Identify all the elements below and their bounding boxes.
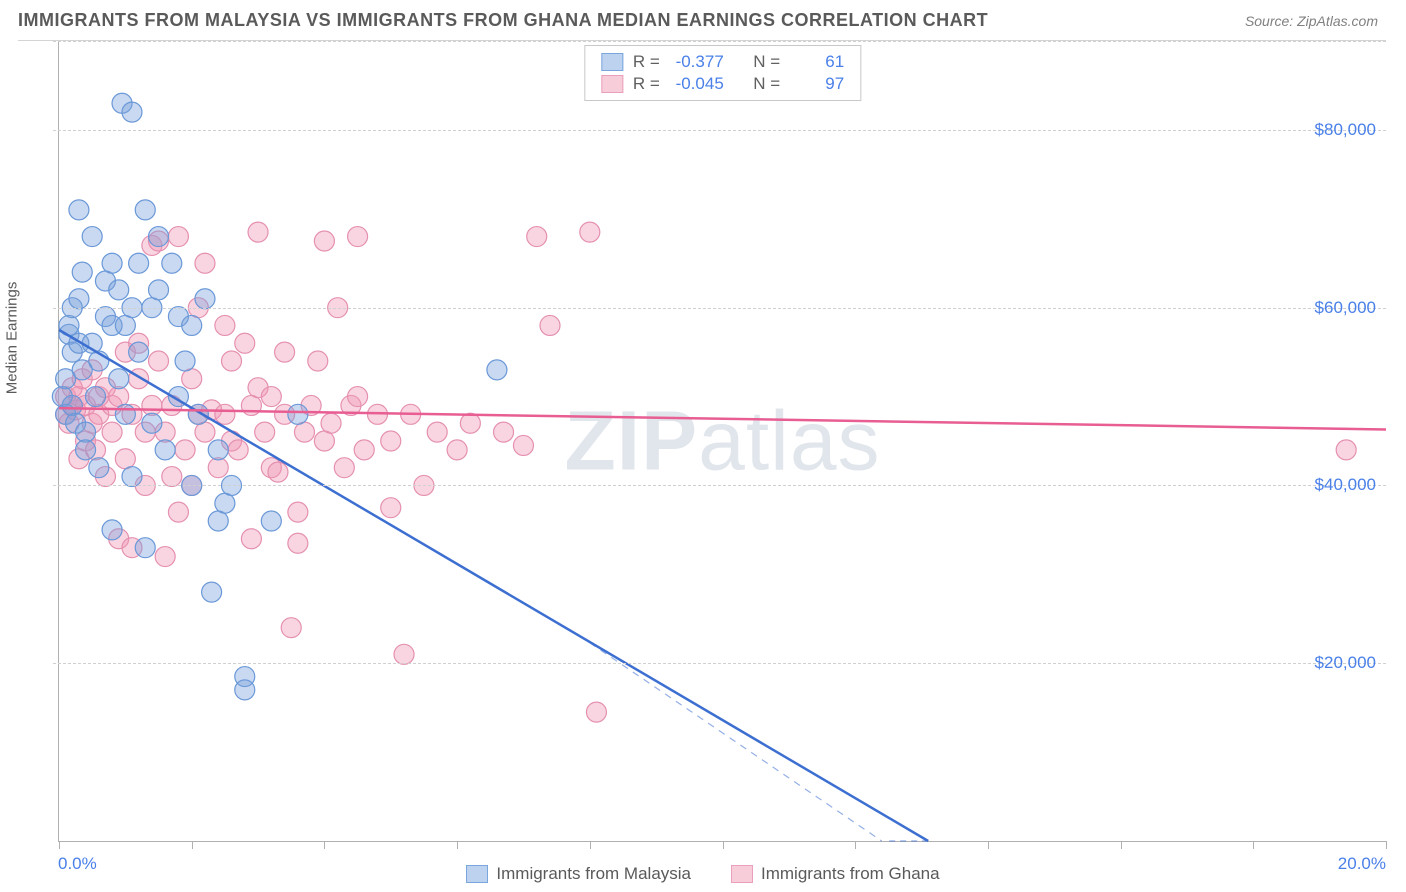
swatch-malaysia-icon	[466, 865, 488, 883]
source-attribution: Source: ZipAtlas.com	[1245, 13, 1378, 29]
legend-row-ghana: R = -0.045 N = 97	[601, 74, 844, 94]
legend-row-malaysia: R = -0.377 N = 61	[601, 52, 844, 72]
chart-title: IMMIGRANTS FROM MALAYSIA VS IMMIGRANTS F…	[18, 10, 988, 31]
legend-item-ghana: Immigrants from Ghana	[731, 864, 940, 884]
scatter-svg	[59, 41, 1386, 841]
x-tick-min: 0.0%	[58, 854, 97, 874]
y-axis-label: Median Earnings	[4, 281, 21, 394]
swatch-malaysia	[601, 53, 623, 71]
swatch-ghana-icon	[731, 865, 753, 883]
y-tick-label: $80,000	[1315, 120, 1376, 140]
series-legend: Immigrants from Malaysia Immigrants from…	[0, 864, 1406, 884]
y-tick-label: $40,000	[1315, 475, 1376, 495]
y-tick-label: $20,000	[1315, 653, 1376, 673]
plot-area: ZIPatlas R = -0.377 N = 61 R = -0.045 N …	[58, 41, 1386, 842]
x-tick-max: 20.0%	[1338, 854, 1386, 874]
legend-item-malaysia: Immigrants from Malaysia	[466, 864, 691, 884]
chart-container: Median Earnings ZIPatlas R = -0.377 N = …	[18, 40, 1386, 842]
y-tick-label: $60,000	[1315, 298, 1376, 318]
correlation-legend: R = -0.377 N = 61 R = -0.045 N = 97	[584, 45, 861, 101]
swatch-ghana	[601, 75, 623, 93]
